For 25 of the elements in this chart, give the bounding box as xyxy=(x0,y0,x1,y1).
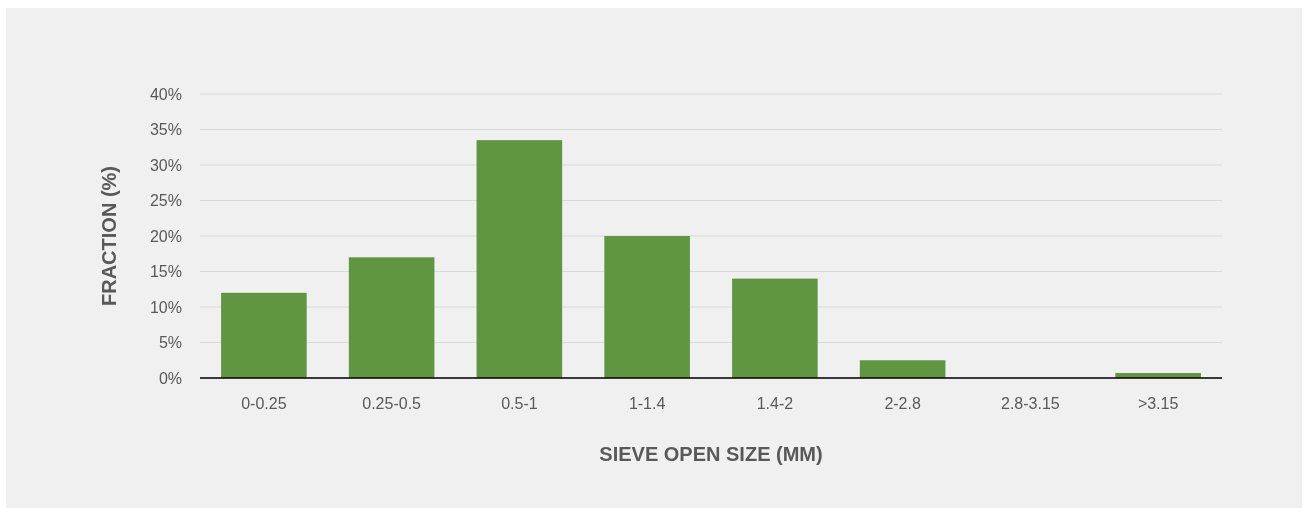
x-tick-label: 0.5-1 xyxy=(501,395,538,412)
y-tick-label: 25% xyxy=(149,192,182,210)
x-tick-label: 2.8-3.15 xyxy=(1001,395,1060,412)
x-tick-label: 1-1.4 xyxy=(628,395,666,412)
y-tick-label: 5% xyxy=(158,334,182,352)
bar xyxy=(221,292,307,378)
bar xyxy=(859,360,946,378)
y-tick-label: 0% xyxy=(158,369,182,387)
bar xyxy=(732,278,818,378)
x-tick-label: 1.4-2 xyxy=(756,395,794,412)
x-axis-title: SIEVE OPEN SIZE (MM) xyxy=(599,443,823,465)
x-tick-label: 0.25-0.5 xyxy=(362,395,422,412)
x-tick-label: >3.15 xyxy=(1137,395,1179,412)
bar xyxy=(604,236,690,378)
y-axis-title: FRACTION (%) xyxy=(98,166,120,306)
y-tick-label: 15% xyxy=(149,263,182,281)
y-tick-label: 20% xyxy=(149,227,182,245)
y-tick-label: 35% xyxy=(149,121,182,139)
y-tick-label: 40% xyxy=(149,85,182,103)
bar xyxy=(476,140,563,378)
x-tick-label: 0-0.25 xyxy=(241,395,287,412)
y-tick-label: 30% xyxy=(149,156,182,174)
x-tick-label: 2-2.8 xyxy=(884,395,921,412)
y-tick-label: 10% xyxy=(149,298,182,316)
bar xyxy=(348,257,435,378)
